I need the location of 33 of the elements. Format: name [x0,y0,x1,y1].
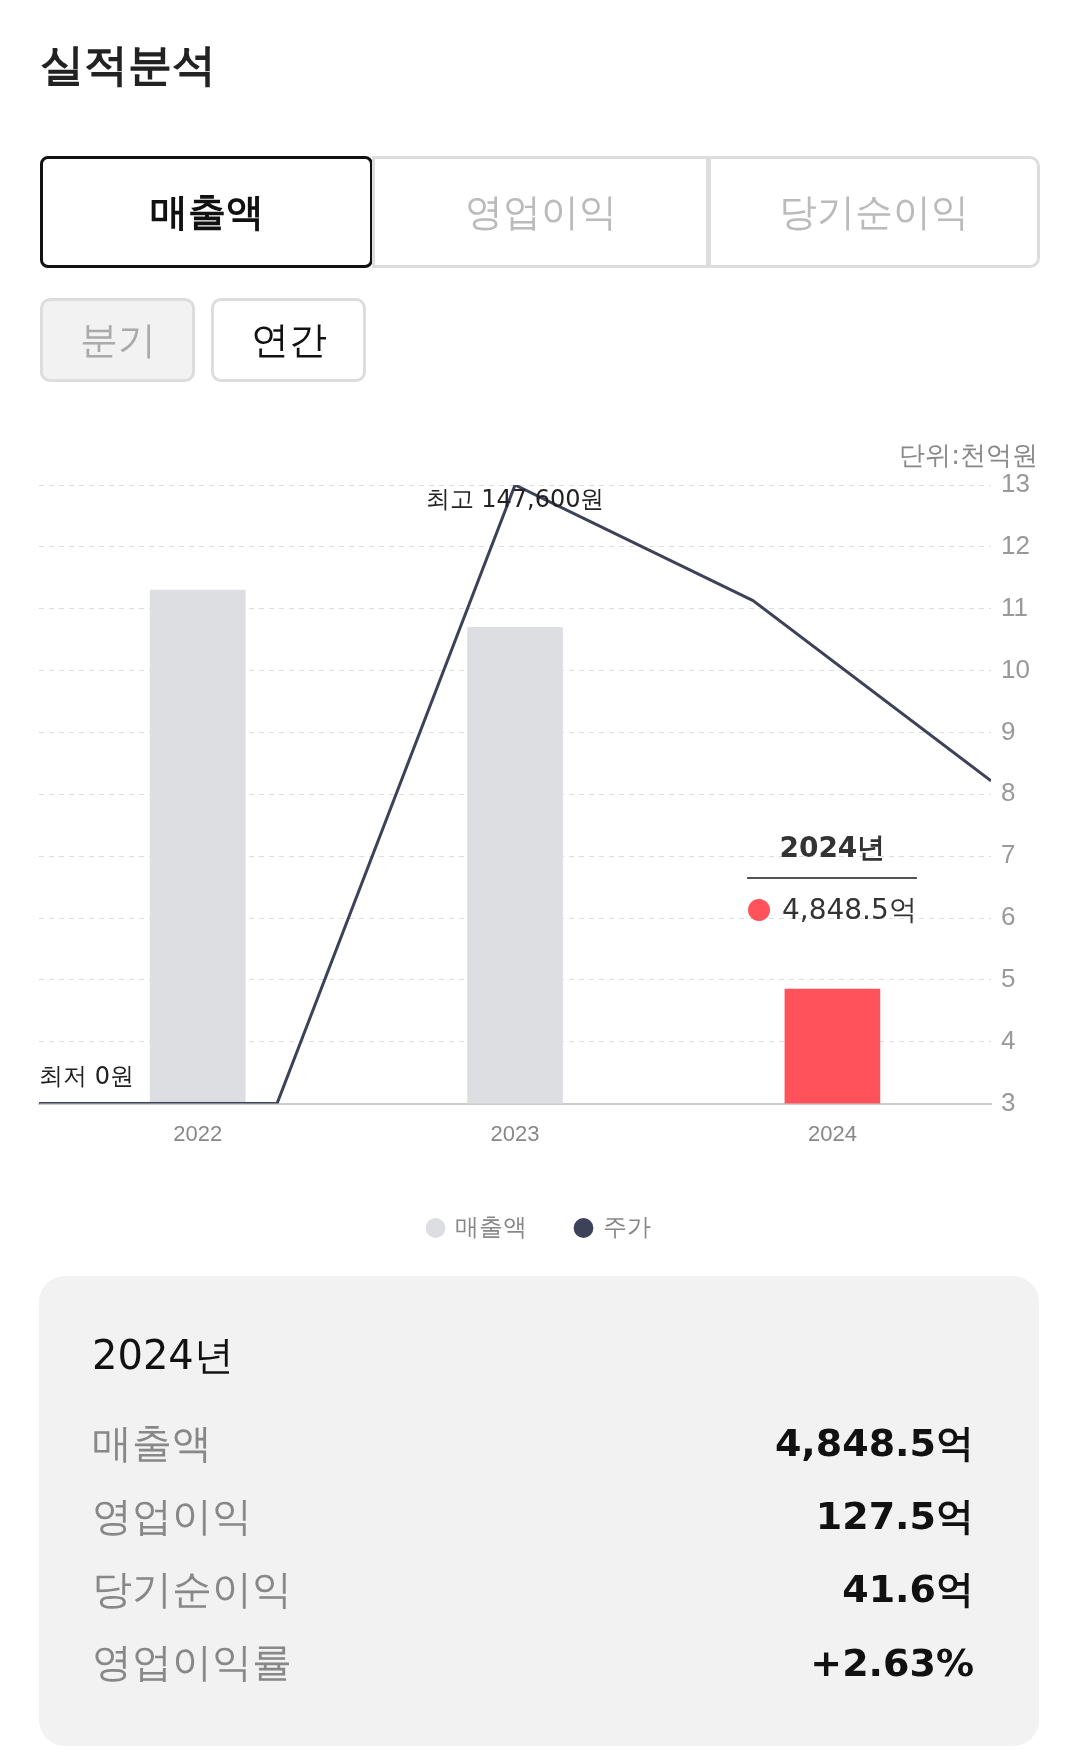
y-tick-label: 10 [1001,653,1030,684]
text: 127.5억 [815,1493,974,1540]
y-tick-label: 11 [1001,591,1029,622]
y-tick-label: 4 [1001,1024,1016,1055]
text: 영업이익 [92,1492,252,1541]
text: 영업이익률 [92,1638,292,1687]
chart-title: 실적분석 [40,38,216,92]
y-tick-label: 8 [1001,777,1016,808]
annotation: 4,848.5억 [781,892,917,929]
text: 당기순이익 [708,156,1040,268]
text: 분기 [40,298,195,382]
y-tick-label: 5 [1001,963,1016,994]
y-tick-label: 7 [1001,839,1016,870]
text: +2.63% [810,1640,974,1685]
text: 4,848.5억 [774,1420,974,1467]
x-tick-label: 2024 [807,1120,857,1146]
text: 2024년 [92,1331,234,1380]
annotation: 2024년 [747,829,918,880]
y-tick-label: 9 [1001,715,1016,746]
y-tick-label: 12 [1001,530,1030,561]
text: 매출액 [92,1419,212,1468]
text: 연간 [211,298,366,382]
y-tick-label: 6 [1001,901,1016,932]
text: 매출액 [40,156,373,268]
y-tick-label: 3 [1001,1086,1016,1117]
legend-label: 매출액 [454,1212,527,1240]
text: 영업이익 [372,156,709,268]
text: 당기순이익 [92,1565,292,1614]
x-tick-label: 2022 [173,1120,223,1146]
x-tick-label: 2023 [490,1120,540,1146]
data-label: 최저 0원 [39,1061,134,1090]
text: 41.6억 [842,1566,974,1613]
legend-label: 주가 [602,1212,651,1240]
